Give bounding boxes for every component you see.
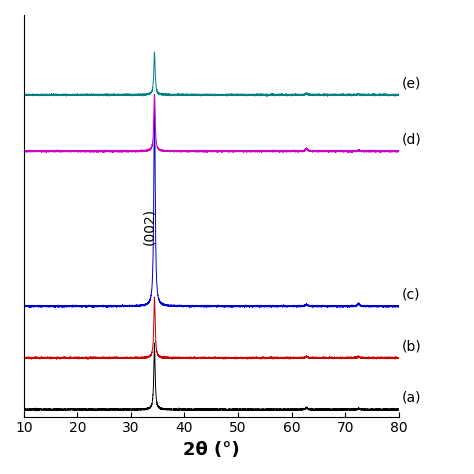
Text: (e): (e) (401, 76, 421, 90)
X-axis label: 2θ (°): 2θ (°) (183, 441, 239, 459)
Text: (a): (a) (401, 391, 421, 405)
Text: (002): (002) (143, 208, 157, 245)
Text: (b): (b) (401, 339, 421, 353)
Text: (d): (d) (401, 133, 421, 146)
Text: (c): (c) (401, 288, 420, 301)
